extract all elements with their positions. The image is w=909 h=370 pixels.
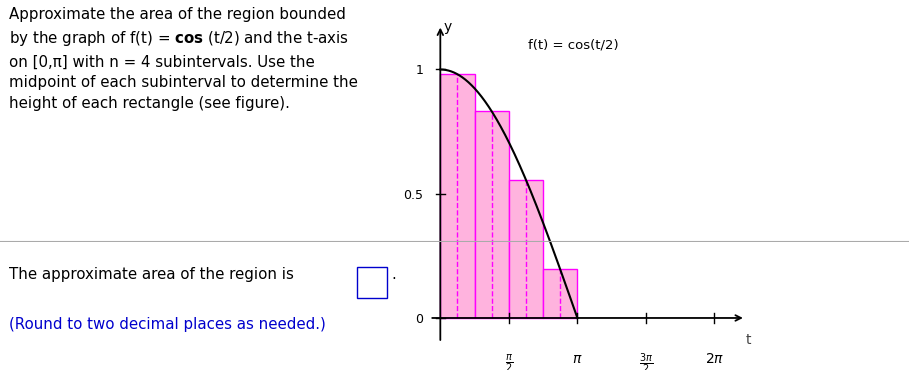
Text: Approximate the area of the region bounded
by the graph of f(t) = $\mathbf{cos}$: Approximate the area of the region bound… bbox=[9, 7, 358, 111]
Text: .: . bbox=[392, 267, 396, 282]
Bar bbox=[474, 111, 509, 318]
Text: y: y bbox=[445, 20, 453, 34]
Text: f(t) = cos(t/2): f(t) = cos(t/2) bbox=[527, 38, 618, 51]
Text: t: t bbox=[745, 333, 751, 347]
Text: The approximate area of the region is: The approximate area of the region is bbox=[9, 267, 294, 282]
Bar bbox=[543, 269, 577, 318]
Bar bbox=[440, 74, 474, 318]
Text: (Round to two decimal places as needed.): (Round to two decimal places as needed.) bbox=[9, 317, 326, 332]
FancyBboxPatch shape bbox=[356, 267, 386, 298]
Bar bbox=[509, 180, 543, 318]
